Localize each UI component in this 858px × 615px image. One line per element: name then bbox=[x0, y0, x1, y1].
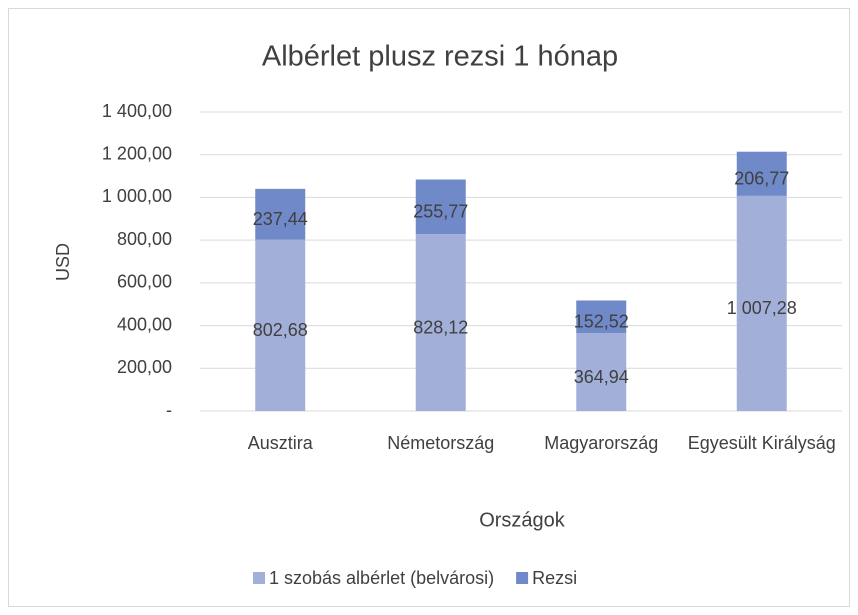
data-label: 237,44 bbox=[253, 209, 308, 229]
y-tick-label: 800,00 bbox=[117, 229, 172, 249]
data-label: 1 007,28 bbox=[727, 298, 797, 318]
data-label: 364,94 bbox=[574, 367, 629, 387]
y-tick-label: 400,00 bbox=[117, 314, 172, 334]
bar-segment bbox=[255, 188, 306, 240]
bar-segment bbox=[736, 151, 787, 196]
x-tick-label: Ausztira bbox=[247, 433, 313, 453]
bar-segment bbox=[576, 333, 627, 411]
data-label: 206,77 bbox=[734, 169, 789, 189]
legend-swatch bbox=[516, 572, 529, 584]
data-label: 802,68 bbox=[253, 320, 308, 340]
data-label: 152,52 bbox=[574, 312, 629, 332]
legend-label: Rezsi bbox=[532, 568, 577, 588]
bar-segment bbox=[415, 179, 466, 235]
bar-segment bbox=[736, 195, 787, 411]
y-tick-label: 1 400,00 bbox=[102, 101, 172, 121]
x-axis-label: Országok bbox=[479, 509, 566, 531]
legend-swatch bbox=[253, 572, 265, 584]
bar-segment bbox=[255, 239, 306, 411]
data-label: 255,77 bbox=[413, 202, 468, 222]
x-tick-label: Németország bbox=[387, 433, 495, 453]
bar-segment bbox=[415, 234, 466, 411]
y-tick-label: 200,00 bbox=[117, 357, 172, 377]
chart-title: Albérlet plusz rezsi 1 hónap bbox=[262, 41, 618, 73]
legend-label: 1 szobás albérlet (belvárosi) bbox=[269, 568, 494, 588]
y-tick-label: 600,00 bbox=[117, 272, 172, 292]
data-label: 828,12 bbox=[413, 317, 468, 337]
bar-segment bbox=[576, 300, 627, 334]
x-tick-label: Magyarország bbox=[544, 433, 659, 453]
y-axis-label: USD bbox=[53, 243, 73, 281]
y-tick-label: 1 200,00 bbox=[102, 143, 172, 163]
y-tick-label: - bbox=[166, 400, 172, 420]
y-tick-label: 1 000,00 bbox=[102, 186, 172, 206]
x-tick-label: Egyesült Királyság bbox=[687, 433, 836, 453]
